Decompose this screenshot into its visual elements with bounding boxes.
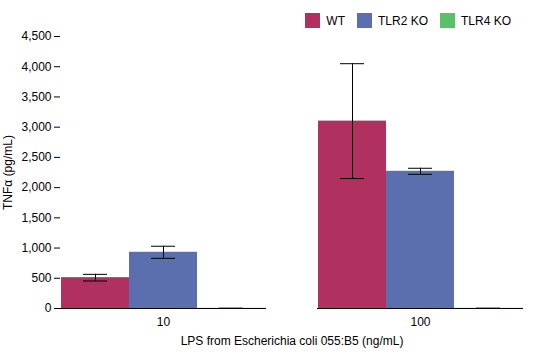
svg-text:0: 0	[45, 301, 52, 315]
svg-text:3,500: 3,500	[21, 90, 51, 104]
svg-text:1,000: 1,000	[21, 241, 51, 255]
html-text:WT: WT	[326, 13, 345, 28]
svg-text:2,500: 2,500	[21, 150, 51, 164]
svg-text:500: 500	[31, 271, 51, 285]
svg-text:LPS from Escherichia coli 055:: LPS from Escherichia coli 055:B5 (ng/mL)	[181, 334, 404, 348]
svg-text:100: 100	[410, 315, 430, 329]
svg-text:4,000: 4,000	[21, 60, 51, 74]
svg-text:2,000: 2,000	[21, 180, 51, 194]
svg-text:3,000: 3,000	[21, 120, 51, 134]
svg-text:10: 10	[157, 315, 171, 329]
html-text:TLR2 KO: TLR2 KO	[378, 13, 428, 28]
svg-text:1,500: 1,500	[21, 211, 51, 225]
svg-text:4,500: 4,500	[21, 29, 51, 43]
html-text:TLR4 KO: TLR4 KO	[461, 13, 511, 28]
svg-text:TNFα (pg/mL): TNFα (pg/mL)	[1, 135, 15, 210]
